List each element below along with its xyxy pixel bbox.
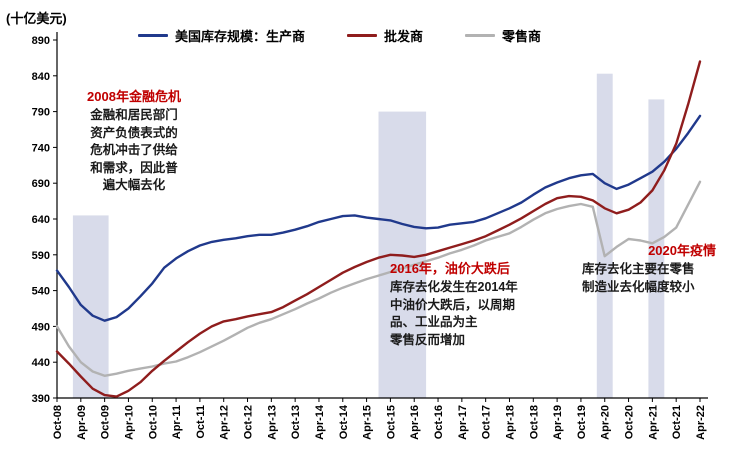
legend-label-producers: 美国库存规模：生产商 (175, 29, 306, 44)
x-tick-label: Apr-14 (314, 404, 326, 440)
x-tick-label: Oct-20 (624, 405, 636, 439)
y-tick-label: 540 (32, 286, 50, 298)
annotation-2016-oil: 2016年，油价大跌后 库存去化发生在2014年 中油价大跌后，以周期 品、工业… (390, 258, 554, 349)
legend-label-retailers: 零售商 (502, 29, 542, 44)
x-tick-label: Oct-10 (147, 405, 159, 439)
wholesalers-line-swatch (347, 34, 378, 37)
x-tick-label: Apr-13 (266, 405, 278, 440)
y-tick-label: 640 (32, 214, 50, 226)
series-line-wholesalers (55, 60, 702, 398)
x-tick-label: Oct-13 (290, 405, 302, 439)
x-tick-label: Oct-17 (481, 405, 493, 439)
destock-band (648, 99, 665, 399)
x-tick-label: Apr-10 (123, 405, 135, 440)
y-axis-unit-label: (十亿美元) (6, 11, 67, 26)
chart-legend: 美国库存规模：生产商 批发商 零售商 (138, 26, 541, 45)
annotation-2016-body: 库存去化发生在2014年 中油价大跌后，以周期 品、工业品为主 零售反而增加 (390, 280, 518, 347)
x-tick-label: Apr-12 (219, 405, 231, 440)
series-line-retailers (55, 180, 702, 377)
legend-item-retailers: 零售商 (465, 26, 541, 45)
destock-band (72, 215, 109, 398)
x-tick-label: Oct-19 (576, 405, 588, 439)
y-tick-label: 390 (32, 393, 50, 405)
y-tick-label: 890 (32, 35, 50, 47)
x-tick-label: Apr-17 (457, 405, 469, 440)
x-tick-label: Apr-21 (647, 405, 659, 440)
retailers-line-swatch (465, 34, 496, 37)
x-tick-label: Oct-11 (195, 405, 207, 439)
x-tick-label: Oct-08 (52, 405, 64, 439)
annotation-2020-covid: 2020年疫情 库存去化主要在零售 制造业去化幅度较小 (582, 240, 716, 296)
x-tick-label: Apr-15 (362, 405, 374, 440)
series-line-producers (55, 114, 702, 322)
y-tick-label: 590 (32, 250, 50, 262)
x-tick-label: Oct-18 (528, 405, 540, 439)
legend-item-wholesalers: 批发商 (347, 26, 423, 45)
y-tick-label: 490 (32, 321, 50, 333)
annotation-2008-title: 2008年金融危机 (87, 89, 181, 104)
x-tick-label: Oct-12 (243, 405, 255, 439)
annotation-2016-title: 2016年，油价大跌后 (390, 261, 510, 276)
x-tick-label: Apr-19 (552, 405, 564, 440)
annotation-2020-title: 2020年疫情 (648, 243, 716, 258)
x-tick-label: Apr-11 (171, 405, 183, 439)
x-tick-label: Apr-16 (409, 405, 421, 440)
y-tick-label: 840 (32, 71, 50, 83)
annotation-2008-crisis: 2008年金融危机 金融和居民部门 资产负债表式的 危机冲击了供给 和需求，因此… (76, 86, 192, 195)
x-tick-label: Oct-16 (433, 405, 445, 439)
y-tick-label: 790 (32, 107, 50, 119)
producers-line-swatch (138, 34, 168, 37)
legend-item-producers: 美国库存规模：生产商 (138, 26, 305, 45)
y-tick-label: 690 (32, 178, 50, 190)
x-tick-label: Apr-09 (76, 405, 88, 440)
y-tick-label: 440 (32, 357, 50, 369)
legend-label-wholesalers: 批发商 (384, 29, 424, 44)
x-tick-label: Apr-22 (695, 405, 707, 440)
x-tick-label: Oct-09 (100, 405, 112, 439)
y-tick-label: 740 (32, 142, 50, 154)
x-tick-label: Apr-18 (505, 405, 517, 440)
destock-band (596, 73, 613, 398)
x-tick-label: Oct-15 (385, 405, 397, 439)
annotation-2008-body: 金融和居民部门 资产负债表式的 危机冲击了供给 和需求，因此普 遍大幅去化 (90, 108, 178, 192)
x-tick-label: Oct-21 (671, 405, 683, 439)
x-tick-label: Apr-20 (600, 405, 612, 440)
annotation-2020-body: 库存去化主要在零售 制造业去化幅度较小 (582, 262, 695, 294)
x-tick-label: Oct-14 (338, 404, 350, 439)
